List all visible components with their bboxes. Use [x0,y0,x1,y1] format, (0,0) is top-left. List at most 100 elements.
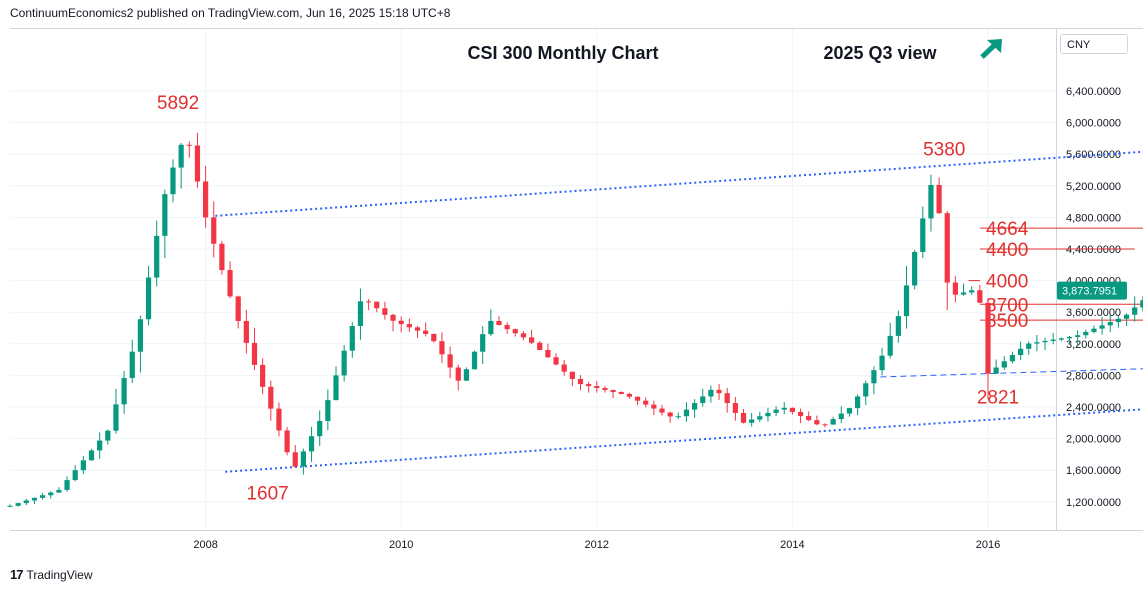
candle-up [178,144,184,168]
candle-down [520,333,527,338]
candle-up [1009,355,1016,362]
footer: 17 TradingView [10,567,93,582]
candle-up [137,319,143,352]
candle-up [40,495,46,498]
candle-up [1042,340,1048,343]
candle-up [1018,348,1024,356]
currency-label[interactable]: CNY [1060,34,1128,54]
y-tick-label: 6,000.0000 [1066,118,1121,130]
candle-down [667,412,673,417]
candle-up [1066,336,1073,339]
candle-up [969,290,975,293]
candle-up [781,407,787,410]
y-tick-label: 2,400.0000 [1066,402,1121,414]
candle-down [431,333,437,342]
candle-down [512,329,518,334]
candle-down [423,330,429,334]
candle-up [341,350,347,376]
y-tick-label: 3,200.0000 [1066,339,1121,351]
candle-down [651,404,657,409]
level-label: 4664 [986,219,1029,240]
candle-down [186,144,192,146]
candle-up [895,316,901,336]
candle-down [268,386,274,409]
candle-down [504,325,510,330]
candle-up [960,292,967,295]
level-label: 4000 [986,272,1028,293]
candle-up [300,451,306,467]
y-tick-label: 1,600.0000 [1066,465,1121,477]
candle-down [292,452,298,467]
candle-down [455,367,461,381]
level-label: 4400 [986,240,1028,261]
candle-down [243,320,249,343]
candle-up [317,420,323,437]
candle-up [871,370,877,384]
candle-up [1115,318,1121,323]
candle-down [602,388,608,391]
candle-down [586,384,592,387]
candle-down [227,270,233,297]
candle-up [325,400,331,421]
x-tick-label: 2010 [389,539,413,551]
candle-up [773,409,779,413]
candle-up [162,194,168,236]
candle-down [390,314,396,321]
pivot-label: 2821 [977,388,1019,409]
candle-up [928,184,934,219]
candle-down [569,371,575,379]
candle-up [113,404,119,431]
candle-down [822,424,828,426]
candle-down [561,364,567,372]
candle-up [838,413,844,420]
candle-down [659,408,665,413]
level-label: 3500 [986,311,1028,332]
candle-up [349,326,355,351]
candle-down [284,430,290,453]
last-price-label: 3,873.7951 [1062,286,1117,298]
price-axis-panel[interactable] [1056,28,1143,531]
candle-up [830,419,836,425]
candle-down [626,393,632,397]
candle-down [251,342,258,365]
candle-up [1099,325,1105,329]
candle-up [1091,328,1097,332]
y-tick-label: 4,400.0000 [1066,244,1121,256]
candle-up [105,430,111,441]
candle-down [740,412,747,423]
tradingview-logo-icon[interactable]: 17 [10,567,24,582]
candle-down [366,301,372,303]
candle-up [488,320,494,335]
candle-up [97,440,103,451]
candle-up [1107,322,1113,326]
candle-down [211,217,217,244]
footer-brand[interactable]: TradingView [26,567,93,582]
candle-up [31,497,38,501]
candle-up [1001,361,1007,368]
candle-down [732,403,738,413]
x-tick-label: 2014 [780,539,804,551]
pivot-label: 5380 [923,140,965,161]
candle-up [64,480,70,490]
candle-down [447,354,453,368]
candle-up [23,500,29,504]
candle-down [406,324,412,328]
candle-down [944,213,950,283]
candle-down [276,408,282,431]
candle-up [80,460,86,471]
candle-up [15,503,21,506]
candle-up [1034,342,1040,344]
candle-up [1026,343,1032,349]
candle-down [235,296,241,321]
candle-up [1058,338,1064,340]
publish-header: ContinuumEconomics2 published on Trading… [10,6,451,20]
candle-up [912,251,918,286]
candle-down [203,181,209,218]
chart-pane[interactable] [10,28,1056,531]
candle-up [145,277,152,320]
candle-up [887,335,893,356]
candle-up [7,505,13,507]
candle-up [993,367,999,374]
pivot-label: 1607 [246,484,288,505]
